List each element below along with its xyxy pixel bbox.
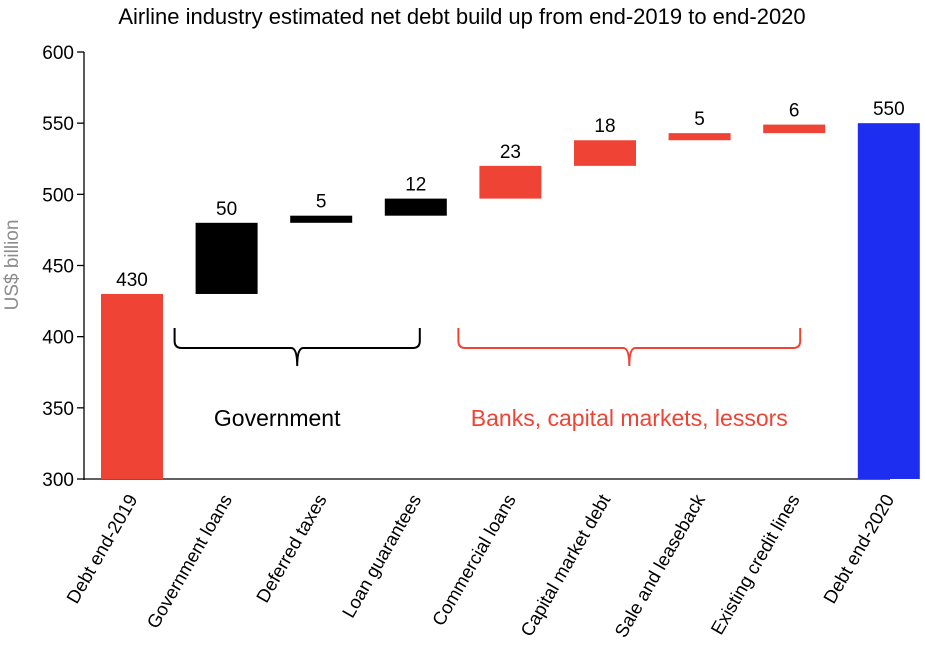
bar: [763, 124, 826, 134]
bars: [101, 123, 920, 480]
bar: [479, 165, 542, 199]
bar: [101, 293, 163, 479]
y-tick-label: 400: [42, 328, 74, 349]
chart-title: Airline industry estimated net debt buil…: [118, 4, 805, 29]
bar-value-label: 6: [789, 101, 800, 122]
category-label: Capital market debt: [516, 491, 614, 640]
y-tick-label: 550: [42, 114, 74, 135]
bar: [574, 140, 636, 166]
category-label: Sale and leaseback: [610, 490, 709, 641]
y-tick-label: 500: [42, 185, 74, 206]
category-label: Debt end-2020: [819, 491, 898, 608]
bar-value-label: 430: [116, 270, 148, 291]
y-axis-label: US$ billion: [2, 220, 23, 311]
category-label: Loan guarantees: [338, 491, 426, 622]
x-axis-categories: Debt end-2019 Government loans Deferred ta…: [62, 490, 898, 641]
y-tick-label: 450: [42, 257, 74, 278]
group-brace: [173, 328, 421, 367]
bar-value-label: 12: [405, 175, 426, 196]
group-label: Government: [214, 405, 341, 431]
bar-value-label: 5: [694, 109, 705, 130]
category-label: Government loans: [142, 491, 236, 632]
bar-value-label: 50: [216, 199, 237, 220]
bar: [195, 222, 258, 294]
bar: [290, 215, 353, 223]
group-brackets: Government Banks, capital markets, lessor…: [173, 328, 802, 431]
bar-value-label: 550: [873, 99, 905, 120]
y-tick-label: 600: [42, 43, 74, 64]
category-label: Commercial loans: [428, 491, 520, 630]
bar-value-label: 18: [594, 116, 615, 137]
category-label: Existing credit lines: [706, 491, 803, 639]
bar: [668, 133, 731, 141]
group-brace: [457, 328, 802, 367]
category-label: Deferred taxes: [252, 491, 331, 607]
bar: [857, 123, 920, 480]
bar-value-label: 5: [316, 192, 327, 213]
data-labels: 430 50 5 12 23 18 5 6 550: [116, 99, 905, 291]
bar-value-label: 23: [500, 142, 521, 163]
bar: [384, 198, 447, 216]
group-label: Banks, capital markets, lessors: [471, 405, 788, 431]
y-tick-label: 300: [42, 470, 74, 491]
category-label: Debt end-2019: [62, 491, 141, 608]
y-tick-label: 350: [42, 399, 74, 420]
